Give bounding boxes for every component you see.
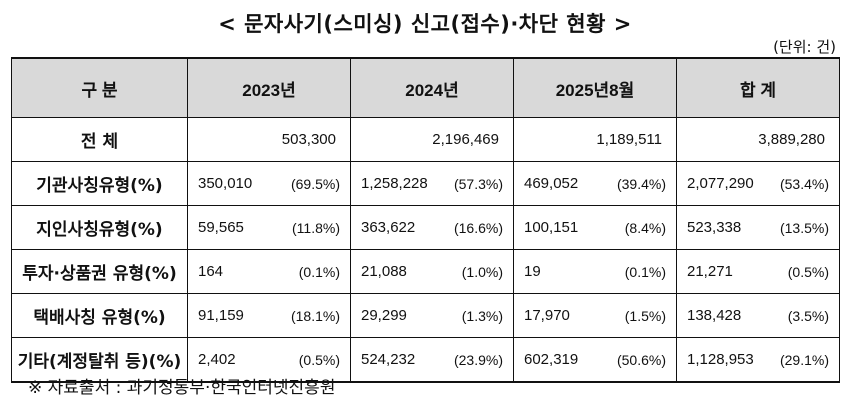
table-row: 택배사칭 유형(%) 91,159 (18.1%) 29,299 (1.3%) 17,97… bbox=[11, 293, 840, 338]
percent-value: (3.5%) bbox=[787, 307, 829, 324]
count-value: 59,565 bbox=[198, 219, 244, 236]
count-value: 100,151 bbox=[524, 219, 579, 236]
count-value: 523,338 bbox=[687, 219, 742, 236]
header-total: 합 계 bbox=[676, 57, 840, 118]
header-category: 구 분 bbox=[11, 57, 188, 118]
row-label: 지인사칭유형(%) bbox=[11, 205, 188, 250]
percent-value: (1.0%) bbox=[461, 263, 503, 280]
percent-value: (18.1%) bbox=[290, 307, 340, 324]
row-label: 기관사칭유형(%) bbox=[11, 161, 188, 206]
data-cell: 138,428 (3.5%) bbox=[676, 293, 840, 338]
data-cell: 350,010 (69.5%) bbox=[187, 161, 351, 206]
total-value: 3,889,280 bbox=[676, 117, 840, 162]
data-cell: 523,338 (13.5%) bbox=[676, 205, 840, 250]
statistics-table: 구 분 2023년 2024년 2025년8월 합 계 전 체 503,300 … bbox=[11, 57, 840, 383]
percent-value: (8.4%) bbox=[624, 219, 666, 236]
percent-value: (13.5%) bbox=[779, 219, 829, 236]
row-label: 전 체 bbox=[11, 117, 188, 162]
table-row: 기타(계정탈취 등)(%) 2,402 (0.5%) 524,232 (23.9%) 60… bbox=[11, 337, 840, 383]
count-value: 350,010 bbox=[198, 175, 253, 192]
total-value: 503,300 bbox=[187, 117, 351, 162]
table-row-total: 전 체 503,300 2,196,469 1,189,511 3,889,28… bbox=[11, 117, 840, 162]
data-cell: 363,622 (16.6%) bbox=[350, 205, 514, 250]
count-value: 602,319 bbox=[524, 351, 579, 368]
total-value: 2,196,469 bbox=[350, 117, 514, 162]
percent-value: (0.1%) bbox=[298, 263, 340, 280]
header-2024: 2024년 bbox=[350, 57, 514, 118]
percent-value: (50.6%) bbox=[616, 351, 666, 368]
percent-value: (0.1%) bbox=[624, 263, 666, 280]
row-label: 택배사칭 유형(%) bbox=[11, 293, 188, 338]
row-label: 기타(계정탈취 등)(%) bbox=[11, 337, 188, 383]
header-2023: 2023년 bbox=[187, 57, 351, 118]
count-value: 363,622 bbox=[361, 219, 416, 236]
percent-value: (53.4%) bbox=[779, 175, 829, 192]
unit-label: (단위: 건) bbox=[773, 38, 836, 56]
count-value: 138,428 bbox=[687, 307, 742, 324]
count-value: 1,258,228 bbox=[361, 175, 428, 192]
data-cell: 602,319 (50.6%) bbox=[513, 337, 677, 383]
data-cell: 21,088 (1.0%) bbox=[350, 249, 514, 294]
percent-value: (29.1%) bbox=[779, 351, 829, 368]
count-value: 21,088 bbox=[361, 263, 407, 280]
count-value: 21,271 bbox=[687, 263, 733, 280]
data-cell: 164 (0.1%) bbox=[187, 249, 351, 294]
data-cell: 21,271 (0.5%) bbox=[676, 249, 840, 294]
data-cell: 29,299 (1.3%) bbox=[350, 293, 514, 338]
row-label: 투자·상품권 유형(%) bbox=[11, 249, 188, 294]
page-title: < 문자사기(스미싱) 신고(접수)·차단 현황 > bbox=[218, 12, 632, 36]
table-header-row: 구 분 2023년 2024년 2025년8월 합 계 bbox=[11, 57, 840, 118]
percent-value: (0.5%) bbox=[787, 263, 829, 280]
count-value: 19 bbox=[524, 263, 541, 280]
percent-value: (69.5%) bbox=[290, 175, 340, 192]
data-cell: 2,402 (0.5%) bbox=[187, 337, 351, 383]
data-cell: 1,128,953 (29.1%) bbox=[676, 337, 840, 383]
count-value: 469,052 bbox=[524, 175, 579, 192]
data-cell: 19 (0.1%) bbox=[513, 249, 677, 294]
percent-value: (1.5%) bbox=[624, 307, 666, 324]
count-value: 164 bbox=[198, 263, 224, 280]
count-value: 2,402 bbox=[198, 351, 236, 368]
percent-value: (57.3%) bbox=[453, 175, 503, 192]
percent-value: (39.4%) bbox=[616, 175, 666, 192]
count-value: 91,159 bbox=[198, 307, 244, 324]
total-value: 1,189,511 bbox=[513, 117, 677, 162]
data-cell: 1,258,228 (57.3%) bbox=[350, 161, 514, 206]
data-cell: 524,232 (23.9%) bbox=[350, 337, 514, 383]
data-cell: 2,077,290 (53.4%) bbox=[676, 161, 840, 206]
header-2025-aug: 2025년8월 bbox=[513, 57, 677, 118]
table-row: 기관사칭유형(%) 350,010 (69.5%) 1,258,228 (57.3%) 4… bbox=[11, 161, 840, 206]
data-cell: 91,159 (18.1%) bbox=[187, 293, 351, 338]
source-note: ※ 자료출처 : 과기정통부·한국인터넷진흥원 bbox=[28, 378, 336, 398]
count-value: 1,128,953 bbox=[687, 351, 754, 368]
percent-value: (1.3%) bbox=[461, 307, 503, 324]
data-cell: 17,970 (1.5%) bbox=[513, 293, 677, 338]
percent-value: (16.6%) bbox=[453, 219, 503, 236]
percent-value: (11.8%) bbox=[292, 219, 340, 236]
percent-value: (23.9%) bbox=[453, 351, 503, 368]
data-cell: 469,052 (39.4%) bbox=[513, 161, 677, 206]
percent-value: (0.5%) bbox=[298, 351, 340, 368]
count-value: 2,077,290 bbox=[687, 175, 754, 192]
table-row: 지인사칭유형(%) 59,565 (11.8%) 363,622 (16.6%) 100,… bbox=[11, 205, 840, 250]
data-cell: 59,565 (11.8%) bbox=[187, 205, 351, 250]
count-value: 29,299 bbox=[361, 307, 407, 324]
count-value: 17,970 bbox=[524, 307, 570, 324]
count-value: 524,232 bbox=[361, 351, 416, 368]
data-cell: 100,151 (8.4%) bbox=[513, 205, 677, 250]
table-row: 투자·상품권 유형(%) 164 (0.1%) 21,088 (1.0%) 19 (0.1%… bbox=[11, 249, 840, 294]
